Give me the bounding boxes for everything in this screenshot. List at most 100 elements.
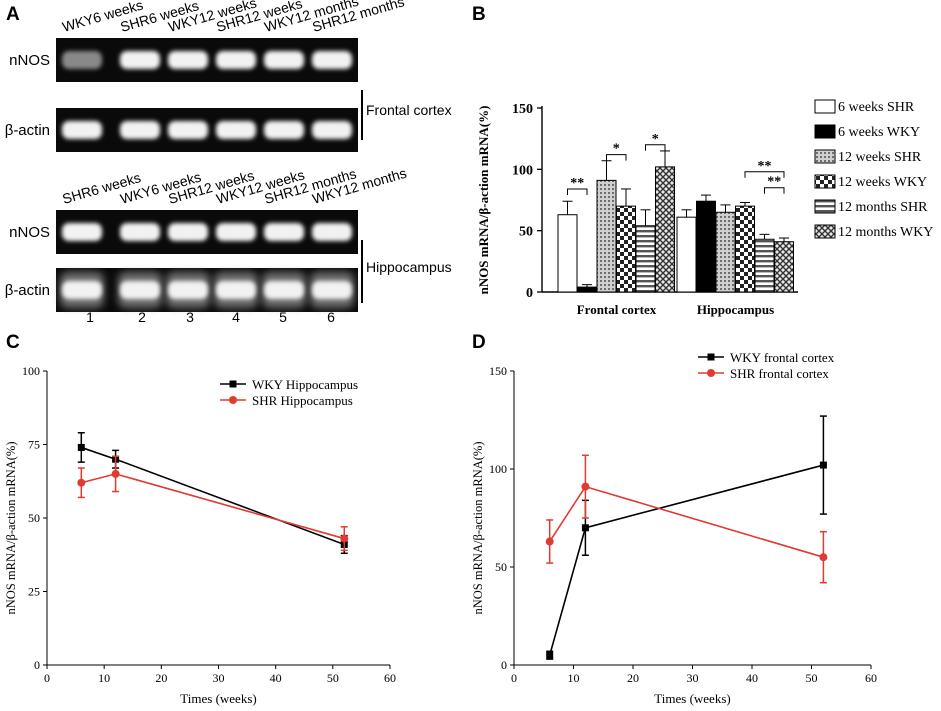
line-point-circle: [77, 478, 86, 487]
gel-band: [216, 281, 256, 299]
line-x-tick-label: 0: [511, 671, 517, 685]
line-x-axis-label: Times (weeks): [654, 691, 730, 706]
gel-band: [264, 223, 304, 241]
gel-band: [120, 121, 160, 139]
gel-band: [62, 51, 102, 69]
b-bar: [715, 211, 736, 293]
line-point-circle: [340, 534, 349, 543]
line-x-tick-label: 20: [155, 671, 167, 685]
gel-row-label: β-actin: [5, 282, 50, 299]
b-legend-swatch: [814, 199, 836, 214]
line-x-axis-label: Times (weeks): [180, 691, 256, 706]
line-y-axis-label: nNOS mRNA/β-action mRNA(%): [471, 441, 485, 614]
line-x-tick-label: 0: [44, 671, 50, 685]
line-x-tick-label: 10: [98, 671, 110, 685]
gel-band: [120, 223, 160, 241]
gel-lane-number: 3: [186, 309, 194, 325]
line-point-circle: [111, 469, 120, 478]
b-group-label: Frontal cortex: [577, 302, 657, 317]
gel-lane-number: 4: [232, 309, 240, 325]
b-significance-bracket: [764, 187, 785, 194]
line-point-circle: [545, 537, 554, 546]
panel-label-c: C: [6, 332, 20, 353]
b-legend-swatch: [814, 149, 836, 164]
b-legend-label: 12 weeks WKY: [838, 175, 927, 190]
gel-band: [62, 223, 102, 241]
line-point-square: [581, 524, 589, 532]
panel-label-d: D: [472, 332, 486, 353]
line-y-tick-label: 150: [489, 364, 507, 378]
line-legend-marker: [707, 353, 715, 361]
line-series-path: [81, 473, 345, 540]
line-point-square: [77, 443, 85, 451]
b-bar: [635, 225, 656, 293]
line-series-path: [548, 464, 824, 656]
b-bar: [616, 205, 636, 293]
b-significance-label: **: [570, 176, 584, 191]
b-legend-swatch: [814, 174, 836, 189]
line-x-tick-label: 60: [384, 671, 396, 685]
gel-region-label: Hippocampus: [366, 259, 452, 275]
b-bar: [754, 238, 775, 293]
line-x-tick-label: 10: [568, 671, 580, 685]
gel-lane-number: 1: [86, 309, 94, 325]
gel-band: [264, 51, 304, 69]
gel-band: [168, 121, 208, 139]
line-point-circle: [819, 553, 828, 562]
panel-label-b: B: [472, 4, 486, 25]
gel-band: [62, 281, 102, 299]
line-x-tick-label: 60: [865, 671, 877, 685]
gel-band: [62, 121, 102, 139]
line-y-tick-label: 100: [489, 462, 507, 476]
b-bar: [735, 205, 755, 293]
panel-label-a: A: [6, 4, 20, 25]
gel-band: [312, 121, 352, 139]
gel-lane-number: 2: [138, 309, 146, 325]
line-x-tick-label: 20: [627, 671, 639, 685]
line-point-circle: [581, 482, 590, 491]
b-significance-label: **: [758, 159, 772, 174]
line-y-tick-label: 25: [28, 585, 40, 599]
b-bar: [774, 241, 794, 293]
line-x-tick-label: 50: [327, 671, 339, 685]
line-x-tick-label: 50: [806, 671, 818, 685]
line-x-tick-label: 40: [270, 671, 282, 685]
gel-band: [216, 223, 256, 241]
line-y-tick-label: 50: [495, 560, 507, 574]
gel-row-label: nNOS: [9, 52, 50, 69]
b-legend-swatch: [814, 224, 836, 239]
b-y-tick-label: 50: [519, 225, 533, 240]
b-significance-label: *: [652, 132, 659, 147]
b-significance-bracket: [645, 144, 666, 151]
gel-lane-number: 5: [279, 309, 287, 325]
line-legend-label: WKY frontal cortex: [730, 350, 835, 365]
b-significance-bracket: [567, 188, 588, 195]
b-y-tick-label: 0: [526, 286, 533, 301]
line-legend-marker: [229, 380, 237, 388]
line-point-square: [546, 651, 554, 659]
line-point-square: [819, 461, 827, 469]
gel-row-label: β-actin: [5, 122, 50, 139]
line-series-path: [549, 485, 824, 558]
gel-band: [120, 281, 160, 299]
b-significance-bracket: [744, 171, 785, 178]
line-chart-d: 0 10 20 30 40 50 60 0 50 100 150 Times (weeks) nNOS …: [471, 350, 877, 706]
line-legend-label: SHR Hippocampus: [252, 393, 353, 408]
gel-band: [216, 121, 256, 139]
b-y-axis-label: nNOS mRNA/β-action mRNA(%): [476, 106, 491, 295]
gel-band: [264, 121, 304, 139]
b-bar: [596, 179, 617, 293]
line-y-tick-label: 0: [34, 658, 40, 672]
b-bar: [696, 200, 716, 293]
line-chart-c: 0 10 20 30 40 50 60 0 25 50 75 100 Times (weeks) nNOS…: [4, 364, 396, 706]
b-y-tick-label: 150: [512, 102, 533, 117]
line-x-tick-label: 30: [213, 671, 225, 685]
gel-band: [168, 51, 208, 69]
b-bar: [676, 216, 697, 293]
line-y-tick-label: 0: [501, 658, 507, 672]
gel-band: [168, 223, 208, 241]
gel-region-label: Frontal cortex: [366, 102, 452, 118]
b-y-tick-label: 100: [512, 163, 533, 178]
